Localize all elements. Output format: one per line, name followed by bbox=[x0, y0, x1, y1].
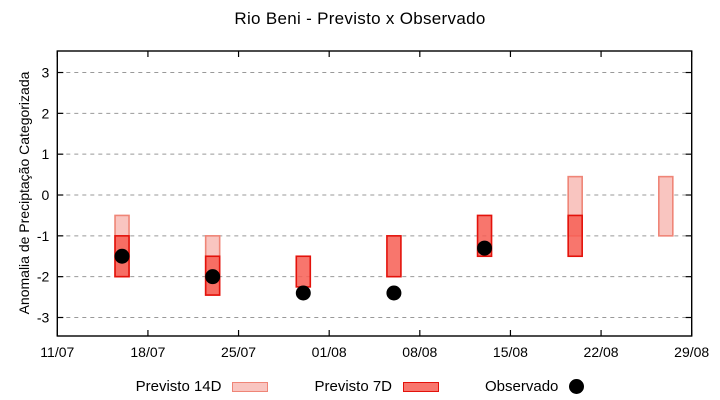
svg-text:3: 3 bbox=[42, 65, 50, 81]
observado-dot-icon bbox=[569, 379, 585, 394]
svg-text:0: 0 bbox=[42, 187, 50, 203]
svg-text:01/08: 01/08 bbox=[312, 344, 347, 360]
svg-text:18/07: 18/07 bbox=[130, 344, 165, 360]
svg-text:08/08: 08/08 bbox=[402, 344, 437, 360]
svg-text:29/08: 29/08 bbox=[674, 344, 709, 360]
svg-text:25/07: 25/07 bbox=[221, 344, 256, 360]
legend-item-observado: Observado bbox=[485, 378, 585, 395]
legend-item-previsto-7d: Previsto 7D bbox=[314, 378, 440, 395]
svg-text:1: 1 bbox=[42, 146, 50, 162]
svg-text:11/07: 11/07 bbox=[40, 344, 74, 360]
previsto-7d-swatch-icon bbox=[403, 381, 440, 392]
legend-label-previsto-14d: Previsto 14D bbox=[135, 378, 222, 395]
svg-text:-2: -2 bbox=[37, 269, 50, 285]
svg-text:-3: -3 bbox=[37, 310, 50, 326]
svg-text:15/08: 15/08 bbox=[493, 344, 528, 360]
chart-title: Rio Beni - Previsto x Observado bbox=[234, 9, 486, 28]
legend: Previsto 14D Previsto 7D Observado bbox=[0, 378, 720, 395]
svg-text:22/08: 22/08 bbox=[584, 344, 619, 360]
svg-text:-1: -1 bbox=[37, 228, 50, 244]
legend-item-previsto-14d: Previsto 14D bbox=[136, 378, 269, 395]
previsto-14d-swatch-icon bbox=[232, 381, 269, 392]
legend-label-observado: Observado bbox=[485, 378, 559, 395]
legend-label-previsto-7d: Previsto 7D bbox=[314, 378, 393, 395]
svg-text:2: 2 bbox=[42, 105, 50, 121]
